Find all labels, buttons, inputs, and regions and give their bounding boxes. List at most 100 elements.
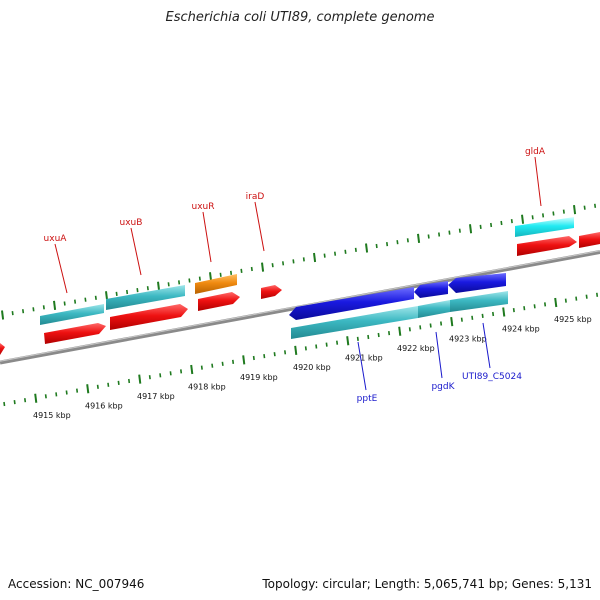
inner-tick xyxy=(76,388,79,393)
inner-tick xyxy=(232,359,235,364)
outer-tick xyxy=(126,289,129,295)
outer-tick xyxy=(292,259,295,264)
tick-label: 4918 kbp xyxy=(188,382,226,391)
inner-tick xyxy=(200,365,203,370)
inner-tick xyxy=(575,296,578,301)
outer-tick xyxy=(178,280,181,285)
inner-tick xyxy=(107,382,110,387)
outer-tick xyxy=(396,240,399,245)
outer-tick xyxy=(323,253,326,258)
outer-tick xyxy=(417,233,421,244)
gene-label-pptE[interactable]: pptE xyxy=(357,394,378,404)
outer-tick xyxy=(261,262,265,272)
outer-tick xyxy=(219,272,222,277)
inner-tick xyxy=(388,331,391,336)
gene-label-pgdK[interactable]: pgdK xyxy=(431,382,455,392)
inner-tick xyxy=(554,297,558,308)
inner-tick xyxy=(263,354,266,359)
gene-UTI89_C5024-rna[interactable] xyxy=(450,291,508,312)
tick-label: 4915 kbp xyxy=(33,411,71,420)
inner-tick xyxy=(544,302,547,307)
inner-tick xyxy=(429,323,432,328)
outer-tick xyxy=(406,238,409,243)
gene-label-gldA[interactable]: gldA xyxy=(525,147,546,157)
outer-tick xyxy=(157,281,161,291)
outer-tick xyxy=(427,234,430,239)
gene-label-uxuA[interactable]: uxuA xyxy=(44,234,68,244)
inner-tick xyxy=(377,332,380,338)
tick-label: 4917 kbp xyxy=(137,392,175,401)
gene-arrow[interactable] xyxy=(0,343,5,355)
inner-tick xyxy=(44,394,47,399)
outer-tick xyxy=(344,249,347,254)
map-title: Escherichia coli UTI89, complete genome xyxy=(165,10,435,25)
gene-iraD[interactable] xyxy=(261,285,282,299)
inner-tick xyxy=(96,384,99,389)
outer-tick xyxy=(448,230,451,235)
inner-tick xyxy=(24,398,27,403)
gene-uxuR-cds[interactable] xyxy=(198,292,240,311)
inner-tick xyxy=(315,344,318,349)
tick-label: 4923 kbp xyxy=(449,334,487,343)
gene-UTI89_C5024[interactable] xyxy=(448,273,506,293)
inner-tick xyxy=(86,384,90,394)
outer-tick xyxy=(250,266,253,272)
inner-tick xyxy=(471,315,474,320)
inner-tick xyxy=(356,336,359,341)
outer-tick-track xyxy=(1,203,597,320)
gene-uxuA[interactable] xyxy=(44,323,106,344)
inner-tick xyxy=(408,327,411,332)
gene-pgdK-rna[interactable] xyxy=(418,300,450,318)
inner-tick xyxy=(34,393,38,403)
gene-label-uxuR[interactable]: uxuR xyxy=(192,202,215,212)
outer-tick xyxy=(334,251,337,256)
gene-label-iraD[interactable]: iraD xyxy=(246,192,265,202)
gene-pptE[interactable] xyxy=(289,287,414,320)
outer-tick xyxy=(136,288,139,293)
gene-uxuB[interactable] xyxy=(110,304,188,330)
inner-tick xyxy=(523,306,526,311)
gene-uxuR[interactable] xyxy=(195,274,237,294)
outer-tick xyxy=(469,224,473,234)
inner-tick xyxy=(252,355,255,361)
inner-tick xyxy=(294,345,298,356)
outer-tick xyxy=(500,220,503,226)
tick-label: 4916 kbp xyxy=(85,401,123,410)
inner-tick xyxy=(367,334,370,340)
outer-tick xyxy=(167,282,170,287)
outer-tick xyxy=(282,261,285,266)
outer-tick xyxy=(573,204,577,215)
tick-labels: 4915 kbp 4916 kbp 4917 kbp 4918 kbp 4919 kbp… xyxy=(33,315,592,420)
inner-tick xyxy=(190,364,194,375)
outer-tick xyxy=(63,301,66,306)
reverse-strand-features xyxy=(289,273,508,339)
outer-tick xyxy=(84,297,87,302)
inner-tick xyxy=(419,325,422,330)
outer-tick xyxy=(32,307,35,312)
forward-strand-features xyxy=(0,217,600,355)
gene-label-UTI89_C5024[interactable]: UTI89_C5024 xyxy=(462,372,522,382)
gene-uxuA-rna[interactable] xyxy=(40,304,104,325)
inner-tick xyxy=(242,355,246,365)
inner-tick xyxy=(138,374,142,384)
inner-tick xyxy=(273,352,276,357)
tick-label: 4919 kbp xyxy=(240,373,278,382)
outer-tick xyxy=(115,291,118,296)
gene-gldA-rna[interactable] xyxy=(515,217,574,237)
outer-tick xyxy=(302,257,305,262)
inner-tick xyxy=(128,378,131,384)
gene-uxuB-rna[interactable] xyxy=(106,285,185,310)
outer-tick xyxy=(531,215,534,220)
outer-tick xyxy=(1,310,5,320)
gene-pgdK[interactable] xyxy=(414,281,448,298)
gene-arrow[interactable] xyxy=(579,232,600,248)
inner-tick xyxy=(440,321,443,326)
gene-pptE-rna[interactable] xyxy=(291,306,418,339)
outer-tick xyxy=(271,263,274,268)
outer-tick xyxy=(240,268,243,273)
gene-gldA[interactable] xyxy=(517,236,577,256)
outer-tick xyxy=(230,270,233,275)
tick-label: 4925 kbp xyxy=(554,315,592,324)
gene-label-uxuB[interactable]: uxuB xyxy=(120,218,143,228)
outer-tick xyxy=(11,311,14,316)
